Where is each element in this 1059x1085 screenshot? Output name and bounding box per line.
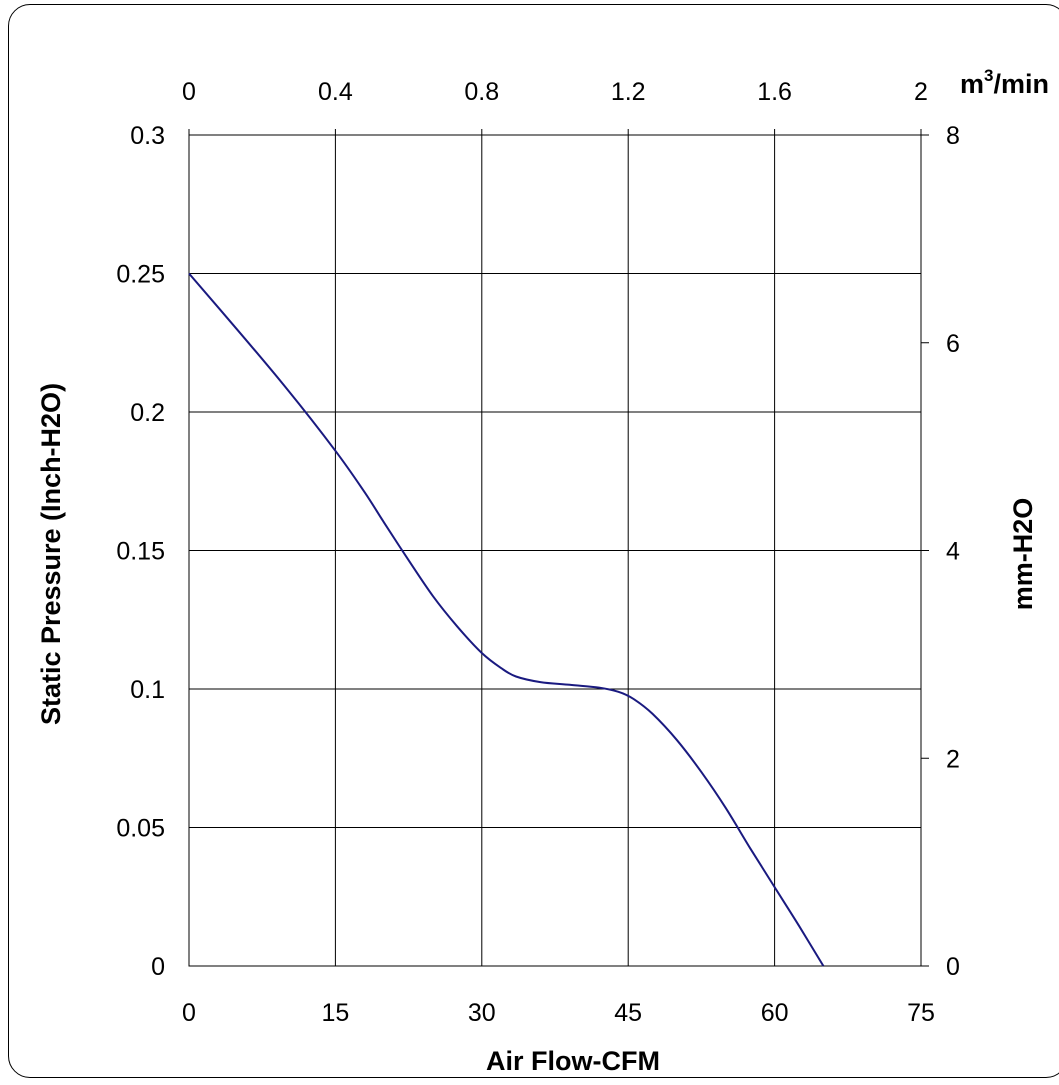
x-tick-label: 0 <box>182 999 196 1027</box>
y-tick-label: 0.15 <box>116 538 165 566</box>
x2-tick-label: 2 <box>914 78 928 106</box>
y-tick-label: 0 <box>151 953 165 981</box>
x2-axis-title: m3/min <box>960 66 1049 99</box>
axis-ticks <box>188 129 929 967</box>
x2-axis-title-superscript: 3 <box>984 66 993 85</box>
x2-tick-label: 0.4 <box>318 78 353 106</box>
x2-tick-label: 1.6 <box>757 78 792 106</box>
grid-lines <box>189 135 921 966</box>
x-tick-label: 15 <box>321 999 349 1027</box>
x2-axis-title-rest: /min <box>993 69 1049 99</box>
x-tick-label: 75 <box>907 999 935 1027</box>
x2-tick-label: 0.8 <box>464 78 499 106</box>
y-tick-label: 0.05 <box>116 815 165 843</box>
y-tick-label: 0.3 <box>130 122 165 150</box>
y2-tick-label: 6 <box>946 330 960 358</box>
x2-axis-title-base: m <box>960 69 984 99</box>
x-axis-title: Air Flow-CFM <box>486 1046 660 1076</box>
x2-tick-label: 1.2 <box>611 78 646 106</box>
y-axis-title: Static Pressure (Inch-H2O) <box>36 383 66 725</box>
x2-tick-label: 0 <box>182 78 196 106</box>
y2-tick-label: 0 <box>946 953 960 981</box>
y-tick-label: 0.1 <box>130 676 165 704</box>
y-tick-label: 0.2 <box>130 399 165 427</box>
y2-axis-title: mm-H2O <box>1008 498 1038 611</box>
y-tick-label: 0.25 <box>116 261 165 289</box>
series-line <box>188 272 825 967</box>
y2-tick-label: 8 <box>946 122 960 150</box>
chart-frame <box>8 4 1059 1078</box>
x-tick-label: 60 <box>761 999 789 1027</box>
x-tick-label: 30 <box>468 999 496 1027</box>
y2-tick-label: 4 <box>946 538 960 566</box>
y2-tick-label: 2 <box>946 745 960 773</box>
x-tick-label: 45 <box>614 999 642 1027</box>
